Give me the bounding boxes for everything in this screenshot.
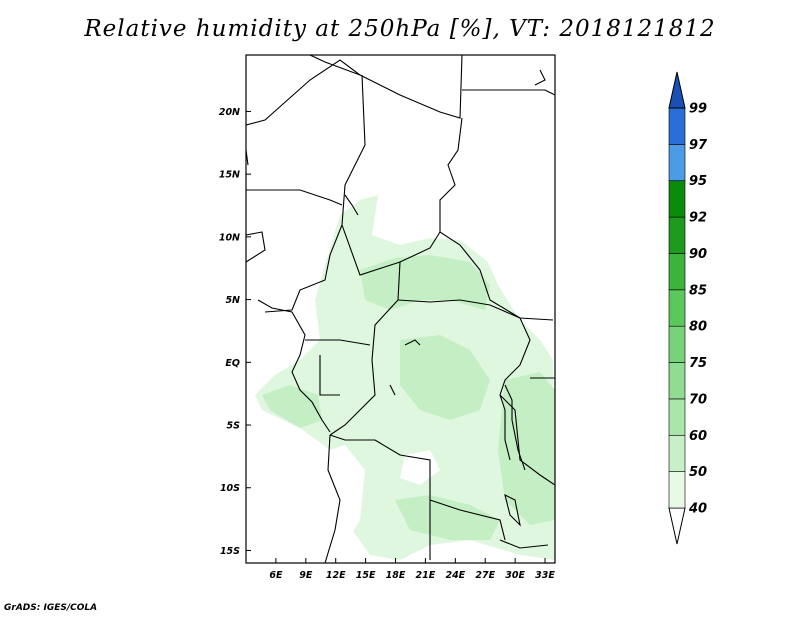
colorbar-label: 80 (689, 320, 707, 335)
colorbar-box (668, 362, 686, 400)
map-frame (245, 54, 556, 564)
x-tick-label: 18E (386, 570, 406, 581)
x-tick-label: 9E (299, 570, 313, 581)
country-borders (246, 55, 555, 563)
colorbar: 40 50 60 70 75 80 85 90 92 95 97 99 (668, 71, 708, 545)
colorbar-label: 60 (689, 429, 707, 444)
colorbar-box (668, 471, 686, 509)
colorbar-label: 95 (689, 174, 707, 189)
y-tick-label: 5S (227, 421, 241, 432)
humidity-field (255, 195, 555, 560)
colorbar-label: 99 (689, 102, 707, 117)
colorbar-box (668, 434, 686, 472)
x-tick-label: 21E (416, 570, 436, 581)
colorbar-label: 90 (689, 247, 707, 262)
x-tick-label: 24E (445, 570, 465, 581)
humidity-shade-60e (262, 385, 322, 428)
colorbar-low-triangle (668, 507, 686, 545)
humidity-shade-60 (360, 255, 490, 310)
colorbar-label: 70 (689, 392, 707, 407)
humidity-shade-60d (395, 495, 500, 540)
colorbar-box (668, 216, 686, 254)
x-tick-label: 30E (505, 570, 525, 581)
y-tick-label: 20N (219, 107, 240, 118)
map-axes: 6E 9E 12E 15E 18E 21E 24E 27E 30E 33E 20N 15N 10N 5N E… (219, 107, 556, 581)
x-tick-label: 15E (356, 570, 376, 581)
colorbar-box (668, 289, 686, 327)
colorbar-box (668, 398, 686, 436)
colorbar-high-triangle (668, 71, 686, 109)
colorbar-box (668, 107, 686, 145)
y-tick-label: 5N (225, 295, 240, 306)
y-tick-label: 15S (220, 546, 240, 557)
x-tick-label: 6E (269, 570, 283, 581)
map-title: Relative humidity at 250hPa [%], VT: 201… (84, 16, 716, 42)
colorbar-label: 85 (689, 283, 707, 298)
x-tick-label: 12E (326, 570, 346, 581)
colorbar-label: 97 (689, 138, 708, 153)
colorbar-label: 92 (689, 211, 707, 226)
humidity-shade-60b (400, 335, 490, 420)
x-tick-label: 27E (475, 570, 495, 581)
colorbar-box (668, 253, 686, 291)
humidity-dry-gap-1 (330, 445, 365, 545)
colorbar-label: 50 (689, 465, 707, 480)
colorbar-box (668, 180, 686, 218)
colorbar-label: 40 (688, 502, 707, 517)
y-tick-label: EQ (225, 358, 240, 369)
credit-label: GrADS: IGES/COLA (4, 603, 98, 613)
colorbar-box (668, 144, 686, 182)
y-tick-label: 10N (219, 232, 240, 243)
coastlines (246, 69, 546, 527)
x-tick-label: 33E (535, 570, 555, 581)
colorbar-label: 75 (689, 356, 707, 371)
y-tick-label: 10S (220, 483, 240, 494)
y-tick-label: 15N (219, 170, 240, 181)
colorbar-box (668, 325, 686, 363)
